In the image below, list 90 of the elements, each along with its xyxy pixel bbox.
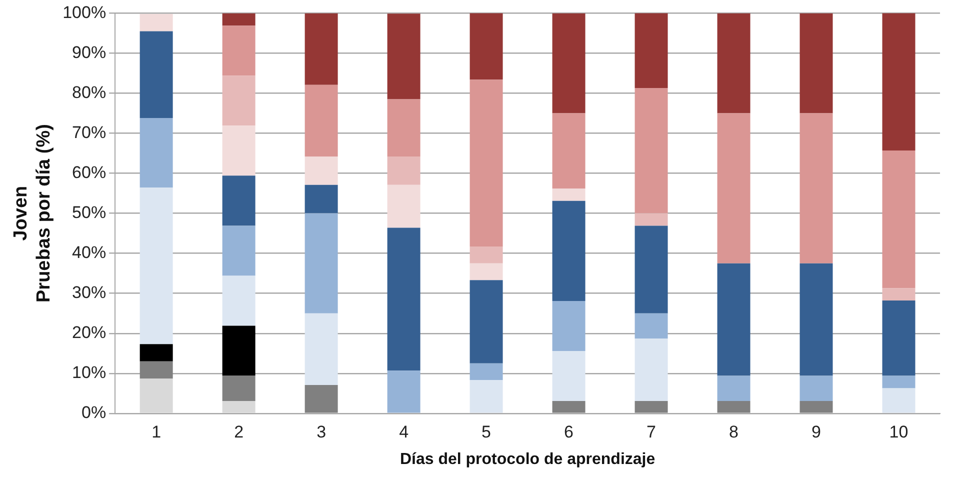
- y-axis-title: Joven Pruebas por día (%): [10, 124, 54, 303]
- bar: [304, 384, 338, 413]
- bar: [222, 376, 256, 401]
- bar: [387, 156, 420, 185]
- x-tick-label: 8: [729, 422, 739, 442]
- bar: [304, 84, 338, 156]
- y-tick-label: 30%: [72, 283, 106, 302]
- x-tick-label: 3: [316, 422, 326, 442]
- bar: [222, 326, 256, 376]
- bar: [634, 313, 668, 339]
- bar: [140, 344, 173, 362]
- bar: [222, 126, 256, 176]
- bar: [634, 338, 668, 401]
- bar: [470, 363, 503, 380]
- y-tick-label: 100%: [62, 2, 106, 22]
- bar: [387, 14, 420, 100]
- bar: [387, 99, 420, 156]
- y-tick-label: 40%: [72, 243, 106, 262]
- bar: [552, 113, 586, 188]
- bar: [304, 213, 338, 314]
- bar: [470, 246, 503, 264]
- bar: [634, 88, 668, 214]
- y-tick-label: 10%: [72, 363, 106, 382]
- y-tick-label: 80%: [72, 82, 106, 102]
- bar: [304, 184, 338, 214]
- bar: [717, 263, 750, 376]
- bar: [222, 176, 256, 226]
- bar: [717, 376, 750, 401]
- bar: [882, 13, 916, 150]
- bar: [470, 380, 503, 413]
- bar: [222, 76, 256, 126]
- bar: [222, 226, 256, 276]
- bar: [387, 370, 420, 413]
- bar: [552, 400, 586, 413]
- bar: [222, 400, 256, 413]
- bar: [470, 13, 503, 80]
- y-tick-label: 90%: [72, 42, 106, 62]
- bar: [387, 184, 420, 228]
- bar: [800, 400, 833, 413]
- bar: [140, 31, 173, 118]
- bar: [470, 280, 503, 364]
- x-tick-label: 6: [564, 422, 574, 442]
- y-tick-label: 70%: [72, 122, 106, 142]
- bar: [634, 400, 668, 413]
- bar: [552, 200, 586, 301]
- x-axis-title: Días del protocolo de aprendizaje: [400, 450, 656, 468]
- y-tick-label: 0%: [82, 403, 106, 422]
- bar: [882, 376, 916, 388]
- bar: [304, 13, 338, 85]
- bar: [800, 376, 833, 401]
- x-tick-label: 1: [152, 422, 162, 442]
- bar: [222, 276, 256, 326]
- x-tick-label: 7: [646, 422, 656, 442]
- bar: [387, 228, 420, 371]
- x-tick-label: 4: [399, 422, 409, 442]
- bar: [634, 213, 668, 226]
- bar: [470, 263, 503, 280]
- bar: [634, 13, 668, 88]
- bar: [882, 150, 916, 288]
- x-tick-label: 5: [482, 422, 492, 442]
- bar: [140, 118, 173, 188]
- bar: [140, 361, 173, 379]
- bar: [222, 26, 256, 76]
- bar: [634, 226, 668, 314]
- y-tick-label: 50%: [72, 202, 106, 222]
- bar: [800, 263, 833, 376]
- bar: [552, 300, 586, 351]
- y-tick-label: 20%: [72, 323, 106, 342]
- bar: [304, 156, 338, 185]
- x-tick-label: 10: [889, 422, 908, 442]
- bar: [470, 80, 503, 247]
- bar: [882, 288, 916, 301]
- bar: [140, 188, 173, 344]
- bar: [717, 13, 750, 114]
- bar: [800, 113, 833, 264]
- bar: [717, 113, 750, 264]
- bar: [800, 13, 833, 114]
- bar: [552, 13, 586, 114]
- bar: [140, 378, 173, 413]
- bar: [882, 388, 916, 413]
- bar: [717, 400, 750, 413]
- y-tick-label: 60%: [72, 162, 106, 182]
- bar: [882, 300, 916, 376]
- x-tick-label: 9: [812, 422, 821, 442]
- bar: [552, 350, 586, 401]
- bar: [304, 313, 338, 385]
- bar: [222, 13, 256, 26]
- x-tick-label: 2: [234, 422, 244, 442]
- bar: [552, 188, 586, 201]
- bar: [140, 14, 173, 32]
